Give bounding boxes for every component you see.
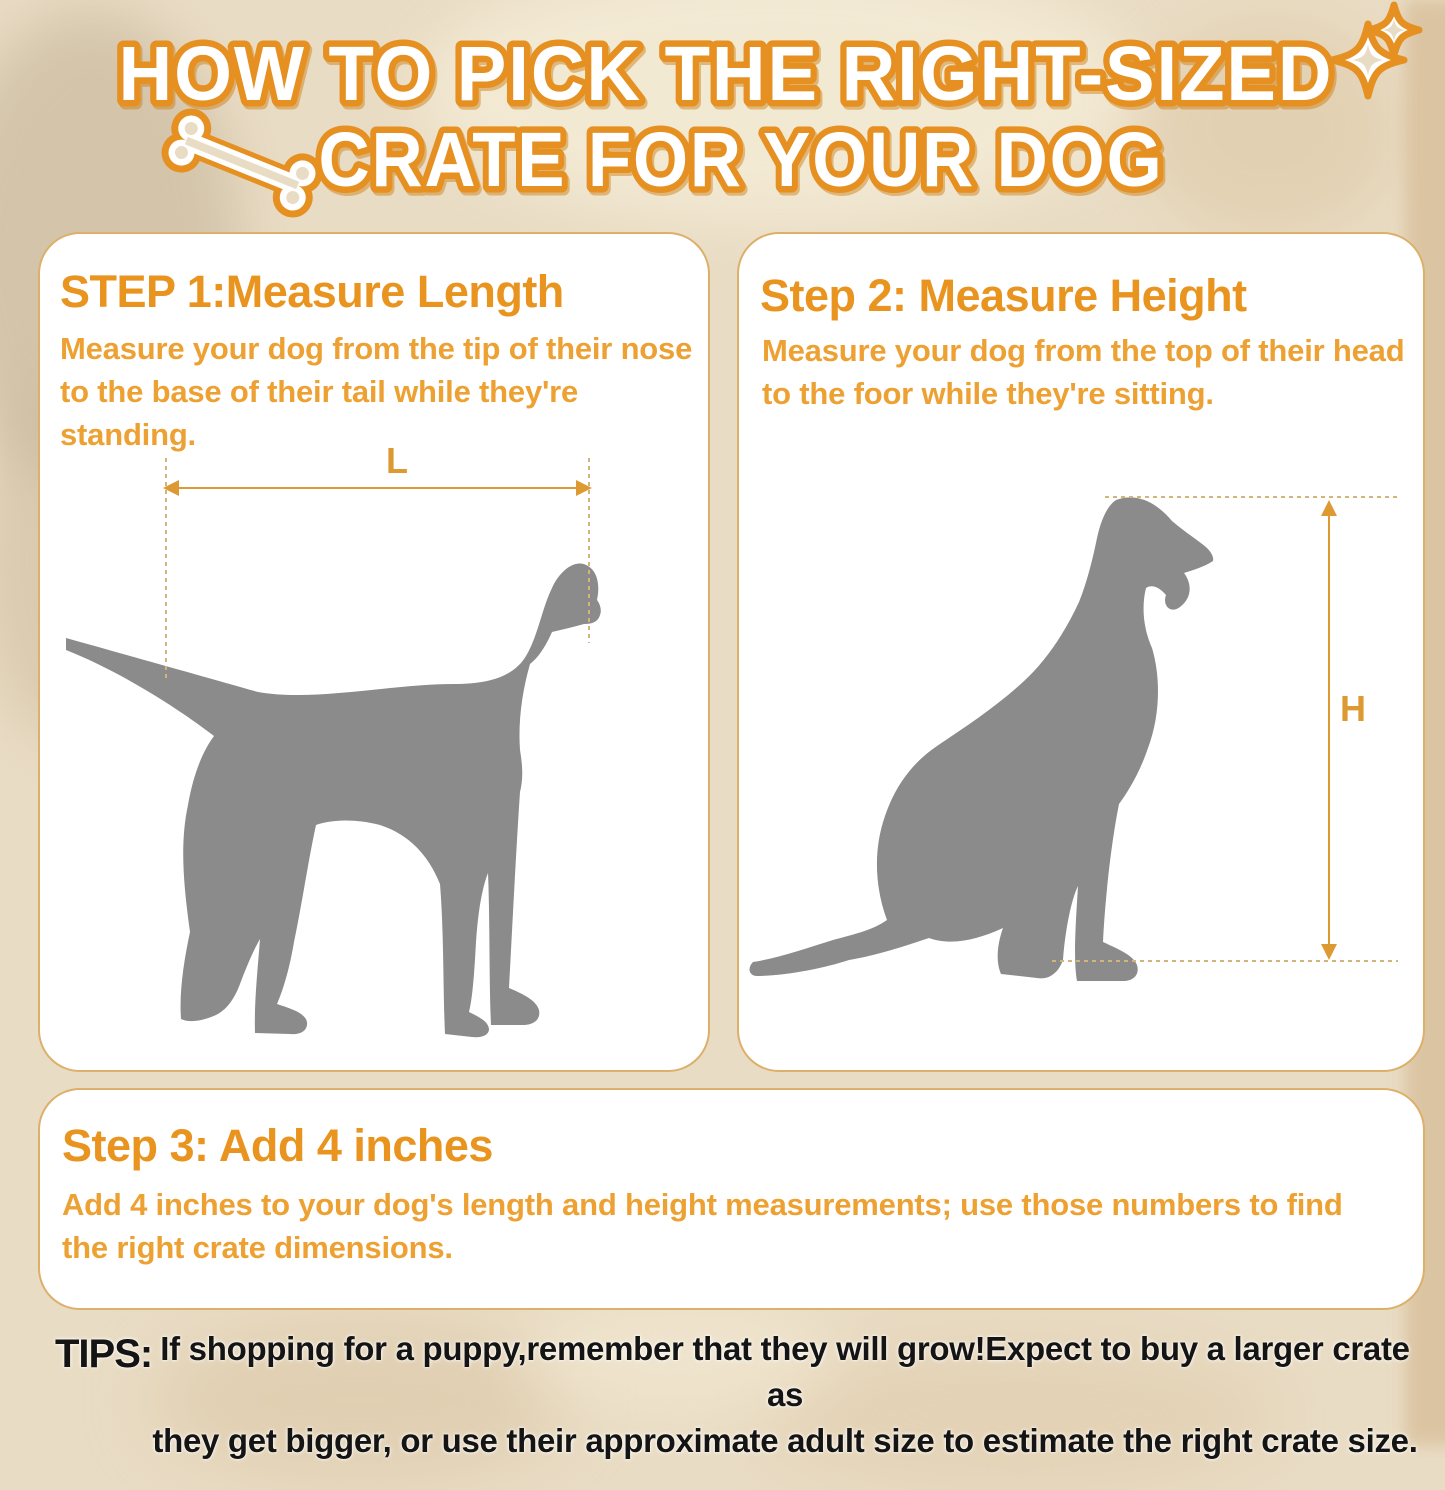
- tips-label: TIPS:: [55, 1332, 153, 1376]
- length-arrowhead-right: [576, 480, 592, 496]
- height-dash-bottom: [1052, 960, 1398, 962]
- length-dash-left: [165, 458, 167, 678]
- tips-text: If shopping for a puppy,remember that th…: [150, 1326, 1420, 1464]
- page-title: HOW TO PICK THE RIGHT-SIZED CRATE FOR YO…: [112, 25, 1338, 210]
- sitting-dog-silhouette: [749, 497, 1214, 981]
- step3-body: Add 4 inches to your dog's length and he…: [62, 1187, 1343, 1265]
- page-title-line1: HOW TO PICK THE RIGHT-SIZED: [119, 31, 1334, 117]
- step1-body: Measure your dog from the tip of their n…: [60, 331, 693, 452]
- length-arrow-line: [176, 487, 578, 489]
- height-arrow-line: [1328, 508, 1330, 948]
- standing-dog-silhouette: [66, 563, 601, 1038]
- step1-panel: [38, 232, 710, 1072]
- bone-icon: [161, 108, 323, 218]
- height-arrowhead-top: [1321, 500, 1337, 516]
- height-arrowhead-bottom: [1321, 944, 1337, 960]
- tips-line1: If shopping for a puppy,remember that th…: [160, 1330, 1410, 1413]
- page-title-line2: CRATE FOR YOUR DOG: [319, 117, 1164, 203]
- background-blur-blob: [520, 1300, 840, 1410]
- tips-line2: they get bigger, or use their approximat…: [152, 1422, 1418, 1459]
- step3-heading: Step 3: Add 4 inches: [62, 1120, 493, 1171]
- sparkles-icon: [1328, 1, 1423, 100]
- length-dash-right: [588, 458, 590, 643]
- height-measure-label: H: [1340, 688, 1366, 729]
- length-measure-label: L: [386, 440, 408, 481]
- step1-heading: STEP 1:Measure Length: [60, 266, 564, 317]
- height-dash-top: [1105, 496, 1398, 498]
- step3-panel: [38, 1088, 1425, 1310]
- background-blur-blob: [420, 0, 1140, 220]
- step2-body: Measure your dog from the top of their h…: [762, 333, 1405, 411]
- length-arrowhead-left: [163, 480, 179, 496]
- step2-heading: Step 2: Measure Height: [760, 270, 1247, 321]
